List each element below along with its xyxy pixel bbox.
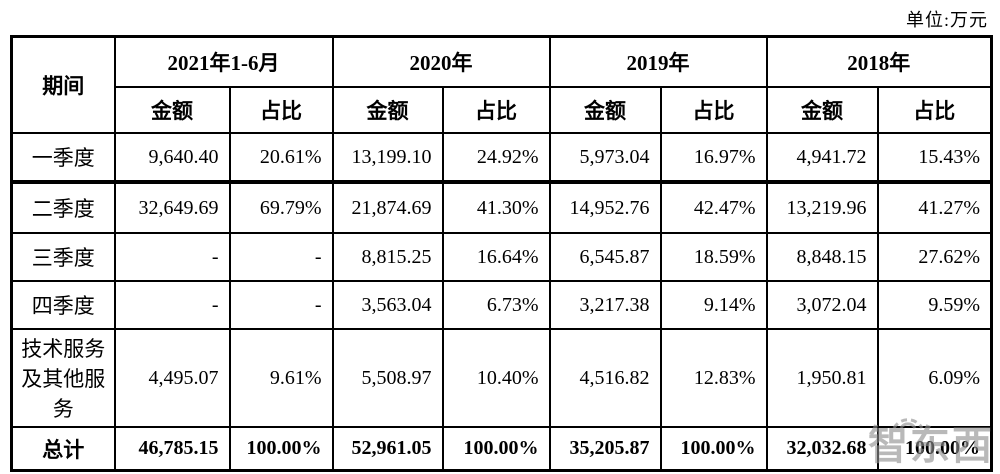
table-cell: 12.83% bbox=[659, 328, 768, 428]
table-cell: 21,874.69 bbox=[331, 180, 444, 234]
table-cell: 13,199.10 bbox=[331, 132, 444, 183]
table-cell: 41.27% bbox=[876, 180, 993, 234]
table-cell: 41.30% bbox=[441, 180, 551, 234]
table-cell: 15.43% bbox=[876, 132, 993, 183]
column-header-2020: 2020年 bbox=[331, 35, 551, 88]
table-cell: 9,640.40 bbox=[113, 132, 231, 183]
row-label: 一季度 bbox=[10, 132, 116, 183]
table-row-q1: 一季度 9,640.40 20.61% 13,199.10 24.92% 5,9… bbox=[10, 132, 993, 183]
table-cell: 52,961.05 bbox=[331, 426, 444, 472]
sub-header-amount-2021: 金额 bbox=[113, 86, 231, 134]
year-header-row: 期间 2021年1-6月 2020年 2019年 2018年 bbox=[10, 35, 993, 134]
table-cell: 100.00% bbox=[228, 426, 334, 472]
table-cell: 3,563.04 bbox=[331, 280, 444, 330]
table-cell: 5,973.04 bbox=[548, 132, 662, 183]
table-cell: 14,952.76 bbox=[548, 180, 662, 234]
table-cell: 4,941.72 bbox=[765, 132, 879, 183]
table-cell: 24.92% bbox=[441, 132, 551, 183]
quarterly-revenue-table: 期间 2021年1-6月 2020年 2019年 2018年 金额 占比 金额 … bbox=[10, 35, 993, 472]
row-label: 总计 bbox=[10, 426, 116, 472]
row-label: 四季度 bbox=[10, 280, 116, 330]
sub-header-amount-2018: 金额 bbox=[765, 86, 879, 134]
column-header-2021: 2021年1-6月 bbox=[113, 35, 334, 88]
table-cell: 35,205.87 bbox=[548, 426, 662, 472]
table-cell: 20.61% bbox=[228, 132, 334, 183]
table-cell: 4,516.82 bbox=[548, 328, 662, 428]
table-cell: 100.00% bbox=[876, 426, 993, 472]
table-cell: 4,495.07 bbox=[113, 328, 231, 428]
row-label: 技术服务及其他服务 bbox=[10, 328, 116, 428]
column-header-2019: 2019年 bbox=[548, 35, 768, 88]
table-row-q4: 四季度 - - 3,563.04 6.73% 3,217.38 9.14% 3,… bbox=[10, 280, 993, 330]
sub-header-ratio-2018: 占比 bbox=[876, 86, 993, 134]
table-cell: 27.62% bbox=[876, 232, 993, 282]
table-cell: 6.09% bbox=[876, 328, 993, 428]
table-cell: 13,219.96 bbox=[765, 180, 879, 234]
table-cell: 46,785.15 bbox=[113, 426, 231, 472]
corner-header-period: 期间 bbox=[10, 35, 116, 134]
table-cell: 6.73% bbox=[441, 280, 551, 330]
table-row-q2: 二季度 32,649.69 69.79% 21,874.69 41.30% 14… bbox=[10, 180, 993, 234]
sub-header-ratio-2020: 占比 bbox=[441, 86, 551, 134]
table-cell: 69.79% bbox=[228, 180, 334, 234]
table-row-q3: 三季度 - - 8,815.25 16.64% 6,545.87 18.59% … bbox=[10, 232, 993, 282]
table-cell: 16.64% bbox=[441, 232, 551, 282]
row-label: 三季度 bbox=[10, 232, 116, 282]
table-cell: 3,217.38 bbox=[548, 280, 662, 330]
table-cell: 10.40% bbox=[441, 328, 551, 428]
sub-header-ratio-2019: 占比 bbox=[659, 86, 768, 134]
table-cell: 16.97% bbox=[659, 132, 768, 183]
sub-header-row: 金额 占比 金额 占比 金额 占比 金额 占比 bbox=[12, 86, 993, 134]
table-cell: - bbox=[228, 232, 334, 282]
table-cell: - bbox=[113, 232, 231, 282]
table-cell: 5,508.97 bbox=[331, 328, 444, 428]
sub-header-ratio-2021: 占比 bbox=[228, 86, 334, 134]
table-cell: 8,815.25 bbox=[331, 232, 444, 282]
table-cell: 100.00% bbox=[441, 426, 551, 472]
table-cell: 42.47% bbox=[659, 180, 768, 234]
table-row-tech-services: 技术服务及其他服务 4,495.07 9.61% 5,508.97 10.40%… bbox=[10, 328, 993, 428]
table-row-total: 总计 46,785.15 100.00% 52,961.05 100.00% 3… bbox=[10, 426, 993, 472]
table-cell: 3,072.04 bbox=[765, 280, 879, 330]
column-header-2018: 2018年 bbox=[765, 35, 993, 88]
sub-header-amount-2020: 金额 bbox=[331, 86, 444, 134]
table-cell: 9.61% bbox=[228, 328, 334, 428]
sub-header-amount-2019: 金额 bbox=[548, 86, 662, 134]
table-cell: 9.14% bbox=[659, 280, 768, 330]
table-cell: 32,649.69 bbox=[113, 180, 231, 234]
table-cell: 18.59% bbox=[659, 232, 768, 282]
table-cell: - bbox=[113, 280, 231, 330]
table-cell: 9.59% bbox=[876, 280, 993, 330]
unit-note: 单位:万元 bbox=[905, 10, 988, 30]
row-label: 二季度 bbox=[10, 180, 116, 234]
table-cell: 100.00% bbox=[659, 426, 768, 472]
table-cell: 8,848.15 bbox=[765, 232, 879, 282]
table-cell: 6,545.87 bbox=[548, 232, 662, 282]
table-cell: - bbox=[228, 280, 334, 330]
table-cell: 32,032.68 bbox=[765, 426, 879, 472]
table-cell: 1,950.81 bbox=[765, 328, 879, 428]
